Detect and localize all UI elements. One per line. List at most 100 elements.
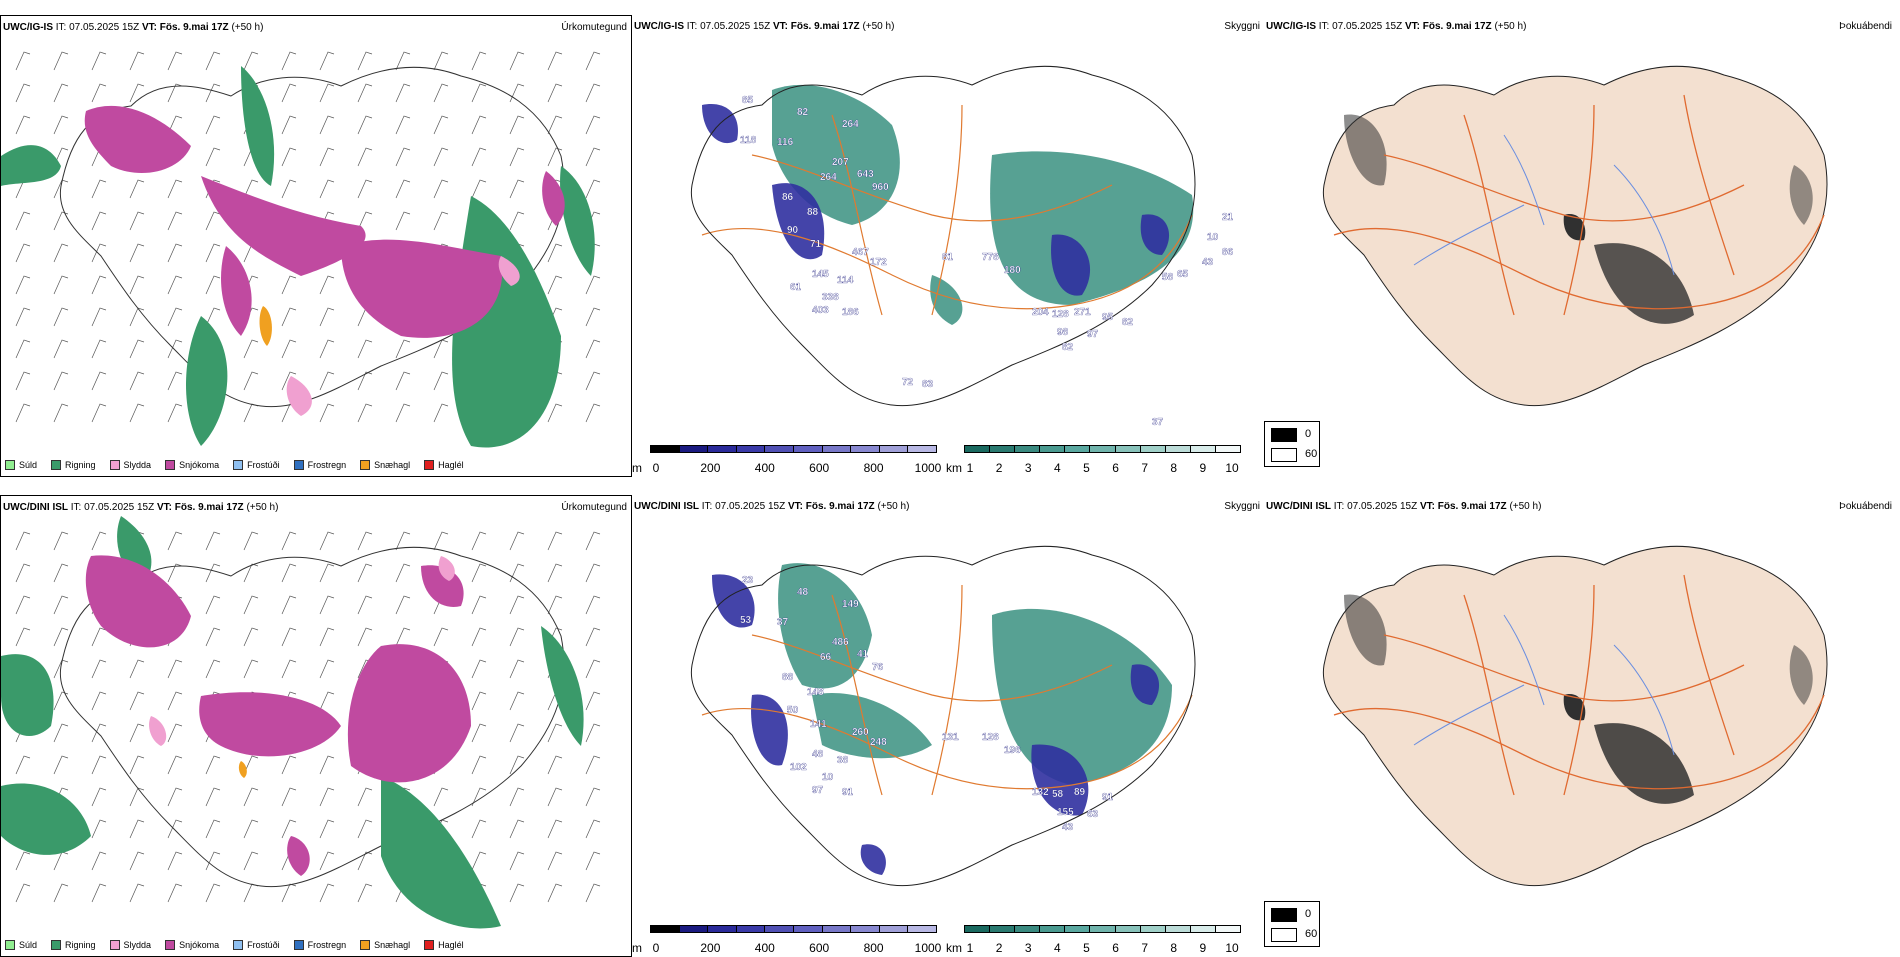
precip-legend-swatch [424,940,435,950]
colorbar-segment [1114,925,1141,933]
wind-barb [509,147,525,167]
wind-barb [205,851,221,871]
wind-barb [547,755,563,775]
wind-barb [395,51,411,71]
wind-barb [471,627,487,647]
precip-legend-label: Frostúði [247,940,280,950]
wind-barb [129,691,145,711]
fog-legend-min-label: 0 [1305,428,1312,440]
wind-barb [357,115,373,135]
sleet-areas [286,256,520,416]
wind-barb [547,243,563,263]
wind-barb [319,275,335,295]
wind-barb [53,563,69,583]
precip-header-1: UWC/IG-IS IT: 07.05.2025 15Z VT: Fös. 9.… [3,22,264,33]
wind-barb [243,787,259,807]
ceiling-height-label: 960 [872,182,889,193]
wind-barb [509,211,525,231]
wind-barb [585,179,601,199]
precip-legend-swatch [51,940,62,950]
wind-barb [433,115,449,135]
river-network [1413,134,1675,276]
wind-barb [281,883,297,903]
wind-barb [509,819,525,839]
fog-legend-light-swatch [1271,448,1297,462]
wind-barb [53,307,69,327]
wind-barb [91,403,107,423]
wind-barb [53,595,69,615]
precip-legend-1: Súld Rigning Slydda Snjókoma Frostúði Frostre… [5,460,464,470]
colorbar-tick-label: 1000 [914,461,942,475]
wind-barb [243,531,259,551]
precip-legend-label: Frostregn [307,460,347,470]
sleet-areas [149,556,455,746]
colorbar-tick-label: 8 [1170,941,1178,955]
ceiling-height-label: 83 [922,379,934,390]
ceiling-height-label: 23 [742,575,754,586]
wind-barb [319,147,335,167]
precip-legend-label: Haglél [438,460,464,470]
precip-legend-item: Frostúði [233,460,280,470]
wind-barb [15,51,31,71]
wind-barb [281,787,297,807]
colorbar-tick-label: 10 [1225,941,1239,955]
fog-legend-min-label: 0 [1305,908,1312,920]
wind-barb [243,627,259,647]
wind-barb [205,275,221,295]
wind-barb [129,883,145,903]
visibility-title-2: Skyggni [1224,501,1260,512]
ceiling-height-label: 82 [797,107,809,118]
colorbar-segment [850,925,880,933]
wind-barb [547,595,563,615]
vis-blue-areas [712,574,1160,875]
wind-barb [357,787,373,807]
wind-barb [433,787,449,807]
colorbar-tick-label: 4 [1053,461,1061,475]
wind-barb [91,691,107,711]
colorbar-segment [678,445,709,453]
precip-header-2: UWC/DINI ISL IT: 07.05.2025 15Z VT: Fös.… [3,502,279,513]
wind-barb [205,595,221,615]
ceiling-height-label: 21 [1222,212,1234,223]
wind-barb [15,115,31,135]
wind-barb [585,691,601,711]
wind-barb [509,883,525,903]
ceiling-height-label: 58 [1052,789,1064,800]
colorbar-segment [1214,925,1241,933]
fog-indicator-map-1 [1322,65,1828,407]
wind-barb [319,179,335,199]
fog-legend-max-label: 60 [1305,448,1318,460]
ceiling-height-label: 149 [842,599,859,610]
colorbar-segment [1189,925,1216,933]
wind-barb [395,211,411,231]
wind-barb [433,531,449,551]
fog-legend-light-swatch [1271,928,1297,942]
fog-legend-dark-swatch [1271,428,1297,442]
wind-barb [243,819,259,839]
road-network [701,104,1193,316]
wind-barb [243,179,259,199]
ceiling-height-label: 207 [832,157,849,168]
precip-legend-label: Snjókoma [179,940,220,950]
colorbar-segment [1114,445,1141,453]
road-network [701,584,1193,796]
wind-barb [433,627,449,647]
wind-barb [167,787,183,807]
ice-pellet-area [238,761,247,778]
colorbar-tick-label: 1 [966,941,974,955]
wind-barb [395,531,411,551]
wind-barb [433,179,449,199]
fog-title-2: Þokuábendi [1839,501,1892,512]
ceiling-height-label: 10 [1207,232,1219,243]
colorbar-tick-label: 9 [1199,941,1207,955]
wind-barb [357,563,373,583]
wind-barb [53,51,69,71]
wind-barb [471,563,487,583]
precip-legend-item: Slydda [109,940,151,950]
wind-barb [357,211,373,231]
precip-legend-item: Súld [5,460,37,470]
colorbar-tick-label: 400 [754,941,775,955]
wind-barb [509,595,525,615]
wind-barb [433,403,449,423]
